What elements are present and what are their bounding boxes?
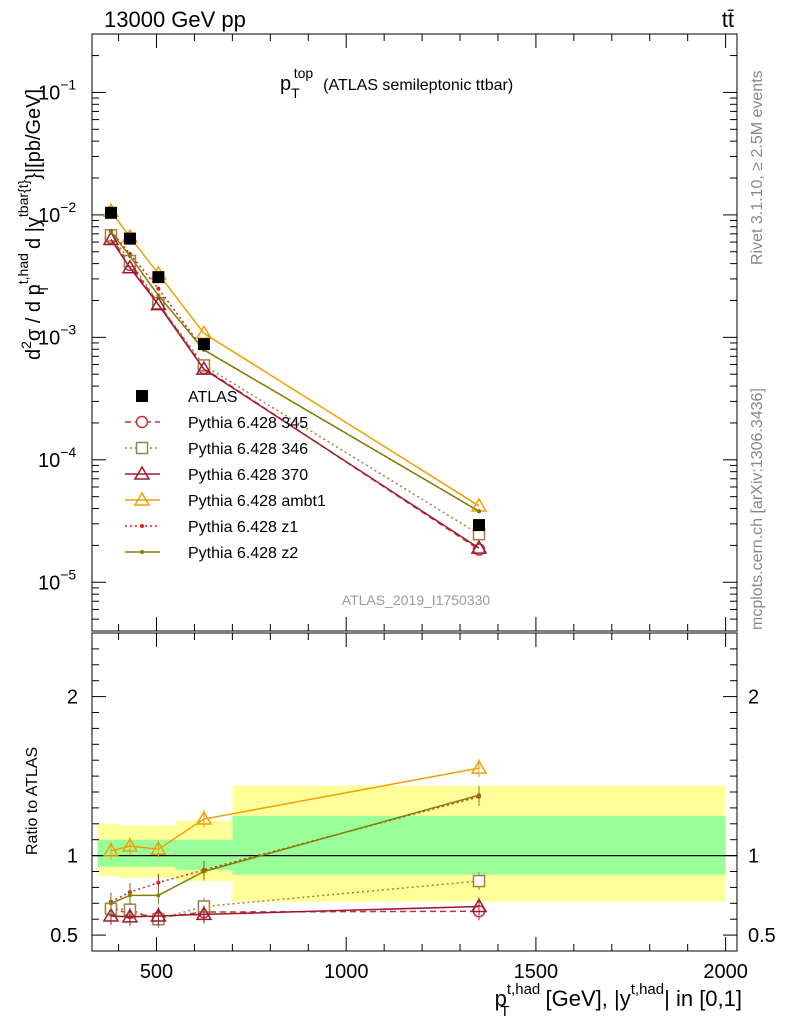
x-tick-label: 2000	[703, 961, 748, 983]
data-point	[152, 271, 165, 284]
legend-label-5: Pythia 6.428 z2	[188, 545, 298, 562]
legend-marker-3	[133, 491, 151, 506]
ratio-y-tick-label-right: 1	[748, 846, 759, 868]
series-point-5	[477, 509, 481, 514]
legend-label-4: Pythia 6.428 z1	[188, 519, 298, 536]
series-line-2	[110, 239, 480, 549]
main-y-tick-label: 10−4	[38, 444, 76, 472]
ratio-point-2	[102, 907, 120, 922]
series-point-2	[195, 360, 213, 375]
ratio-y-axis-label: Ratio to ATLAS	[24, 747, 41, 855]
ratio-y-tick-label-right: 2	[748, 687, 759, 709]
ratio-point-3	[150, 840, 167, 855]
legend-marker-5	[140, 550, 144, 554]
series-point-2	[150, 296, 167, 311]
series-point-2	[121, 259, 139, 274]
x-tick-label: 1500	[514, 961, 559, 983]
ratio-point-5	[127, 893, 132, 898]
ratio-point-2	[195, 905, 213, 921]
series-line-3	[110, 210, 480, 507]
main-panel: pTtop(ATLAS semileptonic ttbar) ATLAS_20…	[15, 33, 738, 632]
ratio-y-tick-label-right: 0.5	[748, 925, 776, 947]
legend-label-2: Pythia 6.428 370	[188, 467, 308, 484]
ratio-point-3	[121, 837, 139, 852]
series-point-4	[156, 286, 161, 291]
legend-marker-4	[140, 524, 144, 528]
process-label: tt̄	[722, 7, 734, 32]
ratio-panel: Ratio to ATLAS 0.5 0.5 1 1 2 2 500 1000 1500 2000…	[24, 632, 776, 1020]
ratio-point-3	[102, 842, 120, 857]
legend-marker-0	[135, 415, 149, 429]
mcplots-label: mcplots.cern.ch [arXiv:1306.3436]	[749, 388, 766, 630]
main-frame	[91, 33, 738, 632]
ratio-point-2	[150, 907, 167, 922]
ratio-y-tick-label-left: 2	[67, 687, 78, 709]
x-tick-label: 500	[140, 961, 173, 983]
legend-label-3: Pythia 6.428 ambt1	[188, 493, 326, 510]
series-point-5	[108, 229, 113, 234]
legend: ATLAS Pythia 6.428 345 Pythia 6.428 346 Pyt…	[125, 389, 326, 562]
x-axis-label: pt,had T [GeV], |yt,had| in [0,1]	[495, 981, 742, 1020]
ratio-point-2	[470, 897, 488, 913]
plot-title: pTtop(ATLAS semileptonic ttbar)	[280, 65, 513, 101]
legend-marker-data	[136, 390, 148, 402]
legend-marker-2	[133, 465, 151, 480]
data-point	[197, 338, 210, 351]
ratio-point-5	[201, 869, 206, 874]
ratio-point-5	[156, 893, 161, 898]
main-y-tick-label: 10−2	[38, 199, 76, 227]
x-tick-label: 1000	[324, 961, 369, 983]
data-point	[123, 232, 136, 245]
ratio-point-5	[477, 793, 481, 798]
rivet-label: Rivet 3.1.10, ≥ 2.5M events	[749, 70, 766, 265]
legend-label-data: ATLAS	[188, 389, 238, 406]
series-point-1	[197, 359, 211, 372]
stat-band-4	[232, 815, 726, 875]
ratio-point-2	[121, 908, 139, 923]
series-line-1	[110, 234, 480, 535]
ratio-point-3	[195, 810, 213, 825]
series-point-2	[470, 539, 488, 554]
series-point-5	[127, 254, 132, 259]
energy-label: 13000 GeV pp	[104, 7, 246, 32]
ratio-point-5	[108, 901, 113, 906]
ratio-point-3	[470, 759, 488, 774]
ratio-point-4	[156, 880, 161, 885]
watermark: ATLAS_2019_I1750330	[342, 592, 491, 608]
data-point	[473, 519, 485, 532]
main-y-axis-label: d2σ / d pt,hadT d |ytbar{t}}|[pb/GeV]	[15, 89, 51, 360]
series-point-5	[156, 293, 161, 298]
main-y-tick-label: 10−3	[38, 321, 76, 349]
legend-label-0: Pythia 6.428 345	[188, 415, 308, 432]
series-point-2	[102, 230, 120, 246]
data-point	[104, 206, 117, 219]
legend-label-1: Pythia 6.428 346	[188, 441, 308, 458]
main-y-tick-label: 10−5	[38, 566, 76, 594]
legend-marker-1	[135, 441, 149, 455]
main-y-tick-label: 10−1	[38, 76, 76, 104]
ratio-y-tick-label-left: 1	[67, 846, 78, 868]
ratio-point-1	[472, 874, 486, 888]
ratio-y-tick-label-left: 0.5	[50, 925, 78, 947]
